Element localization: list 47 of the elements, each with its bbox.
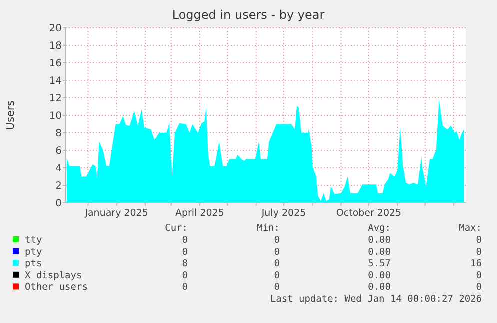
text: 0 (274, 282, 280, 294)
text: 0 (182, 270, 188, 282)
y-axis-title: Users (5, 100, 17, 130)
text: 0 (274, 270, 280, 282)
text: Cur: (165, 223, 188, 234)
legend-label: pty (25, 246, 42, 258)
y-tick-label: 18 (49, 41, 62, 52)
text: 0 (182, 282, 188, 294)
x-tick-label: January 2025 (84, 208, 148, 219)
text: 0.00 (368, 235, 392, 246)
y-tick-label: 8 (56, 128, 62, 140)
y-tick-label: 14 (49, 76, 62, 87)
text: 0 (476, 235, 482, 246)
text: 0 (182, 246, 188, 258)
y-tick-label: 6 (56, 146, 62, 157)
text: 16 (470, 258, 482, 270)
text: Min: (257, 223, 280, 234)
text: 0.00 (368, 246, 392, 258)
text: 0 (476, 246, 482, 258)
text: 0 (274, 235, 280, 246)
y-tick-label: 16 (49, 58, 62, 70)
text: 8 (182, 258, 188, 270)
text: Avg: (368, 223, 391, 234)
text: 5.57 (368, 258, 391, 270)
y-tick-label: 20 (49, 24, 62, 34)
text: 0.00 (368, 282, 392, 294)
text: Max: (459, 223, 482, 234)
y-tick-label: 12 (49, 94, 62, 104)
text: 0 (274, 246, 280, 258)
legend-label: pts (25, 258, 42, 270)
text: 0 (476, 270, 482, 282)
text: 0 (476, 282, 482, 294)
legend-label: tty (25, 235, 42, 246)
legend-label: Other users (25, 282, 88, 294)
text: 0 (182, 235, 188, 246)
text: 0 (274, 258, 280, 270)
chart-title: Logged in users - by year (172, 8, 325, 22)
y-tick-label: 10 (49, 111, 62, 122)
x-tick-label: October 2025 (336, 208, 402, 219)
text: Last update: Wed Jan 14 00:00:27 2026 (270, 294, 482, 305)
y-tick-label: 0 (56, 198, 62, 210)
x-tick-label: July 2025 (260, 208, 306, 219)
text: 0.00 (368, 270, 392, 282)
y-tick-label: 2 (56, 181, 62, 192)
x-tick-label: April 2025 (175, 208, 224, 219)
y-tick-label: 4 (56, 164, 62, 174)
legend-label: X displays (25, 270, 82, 282)
